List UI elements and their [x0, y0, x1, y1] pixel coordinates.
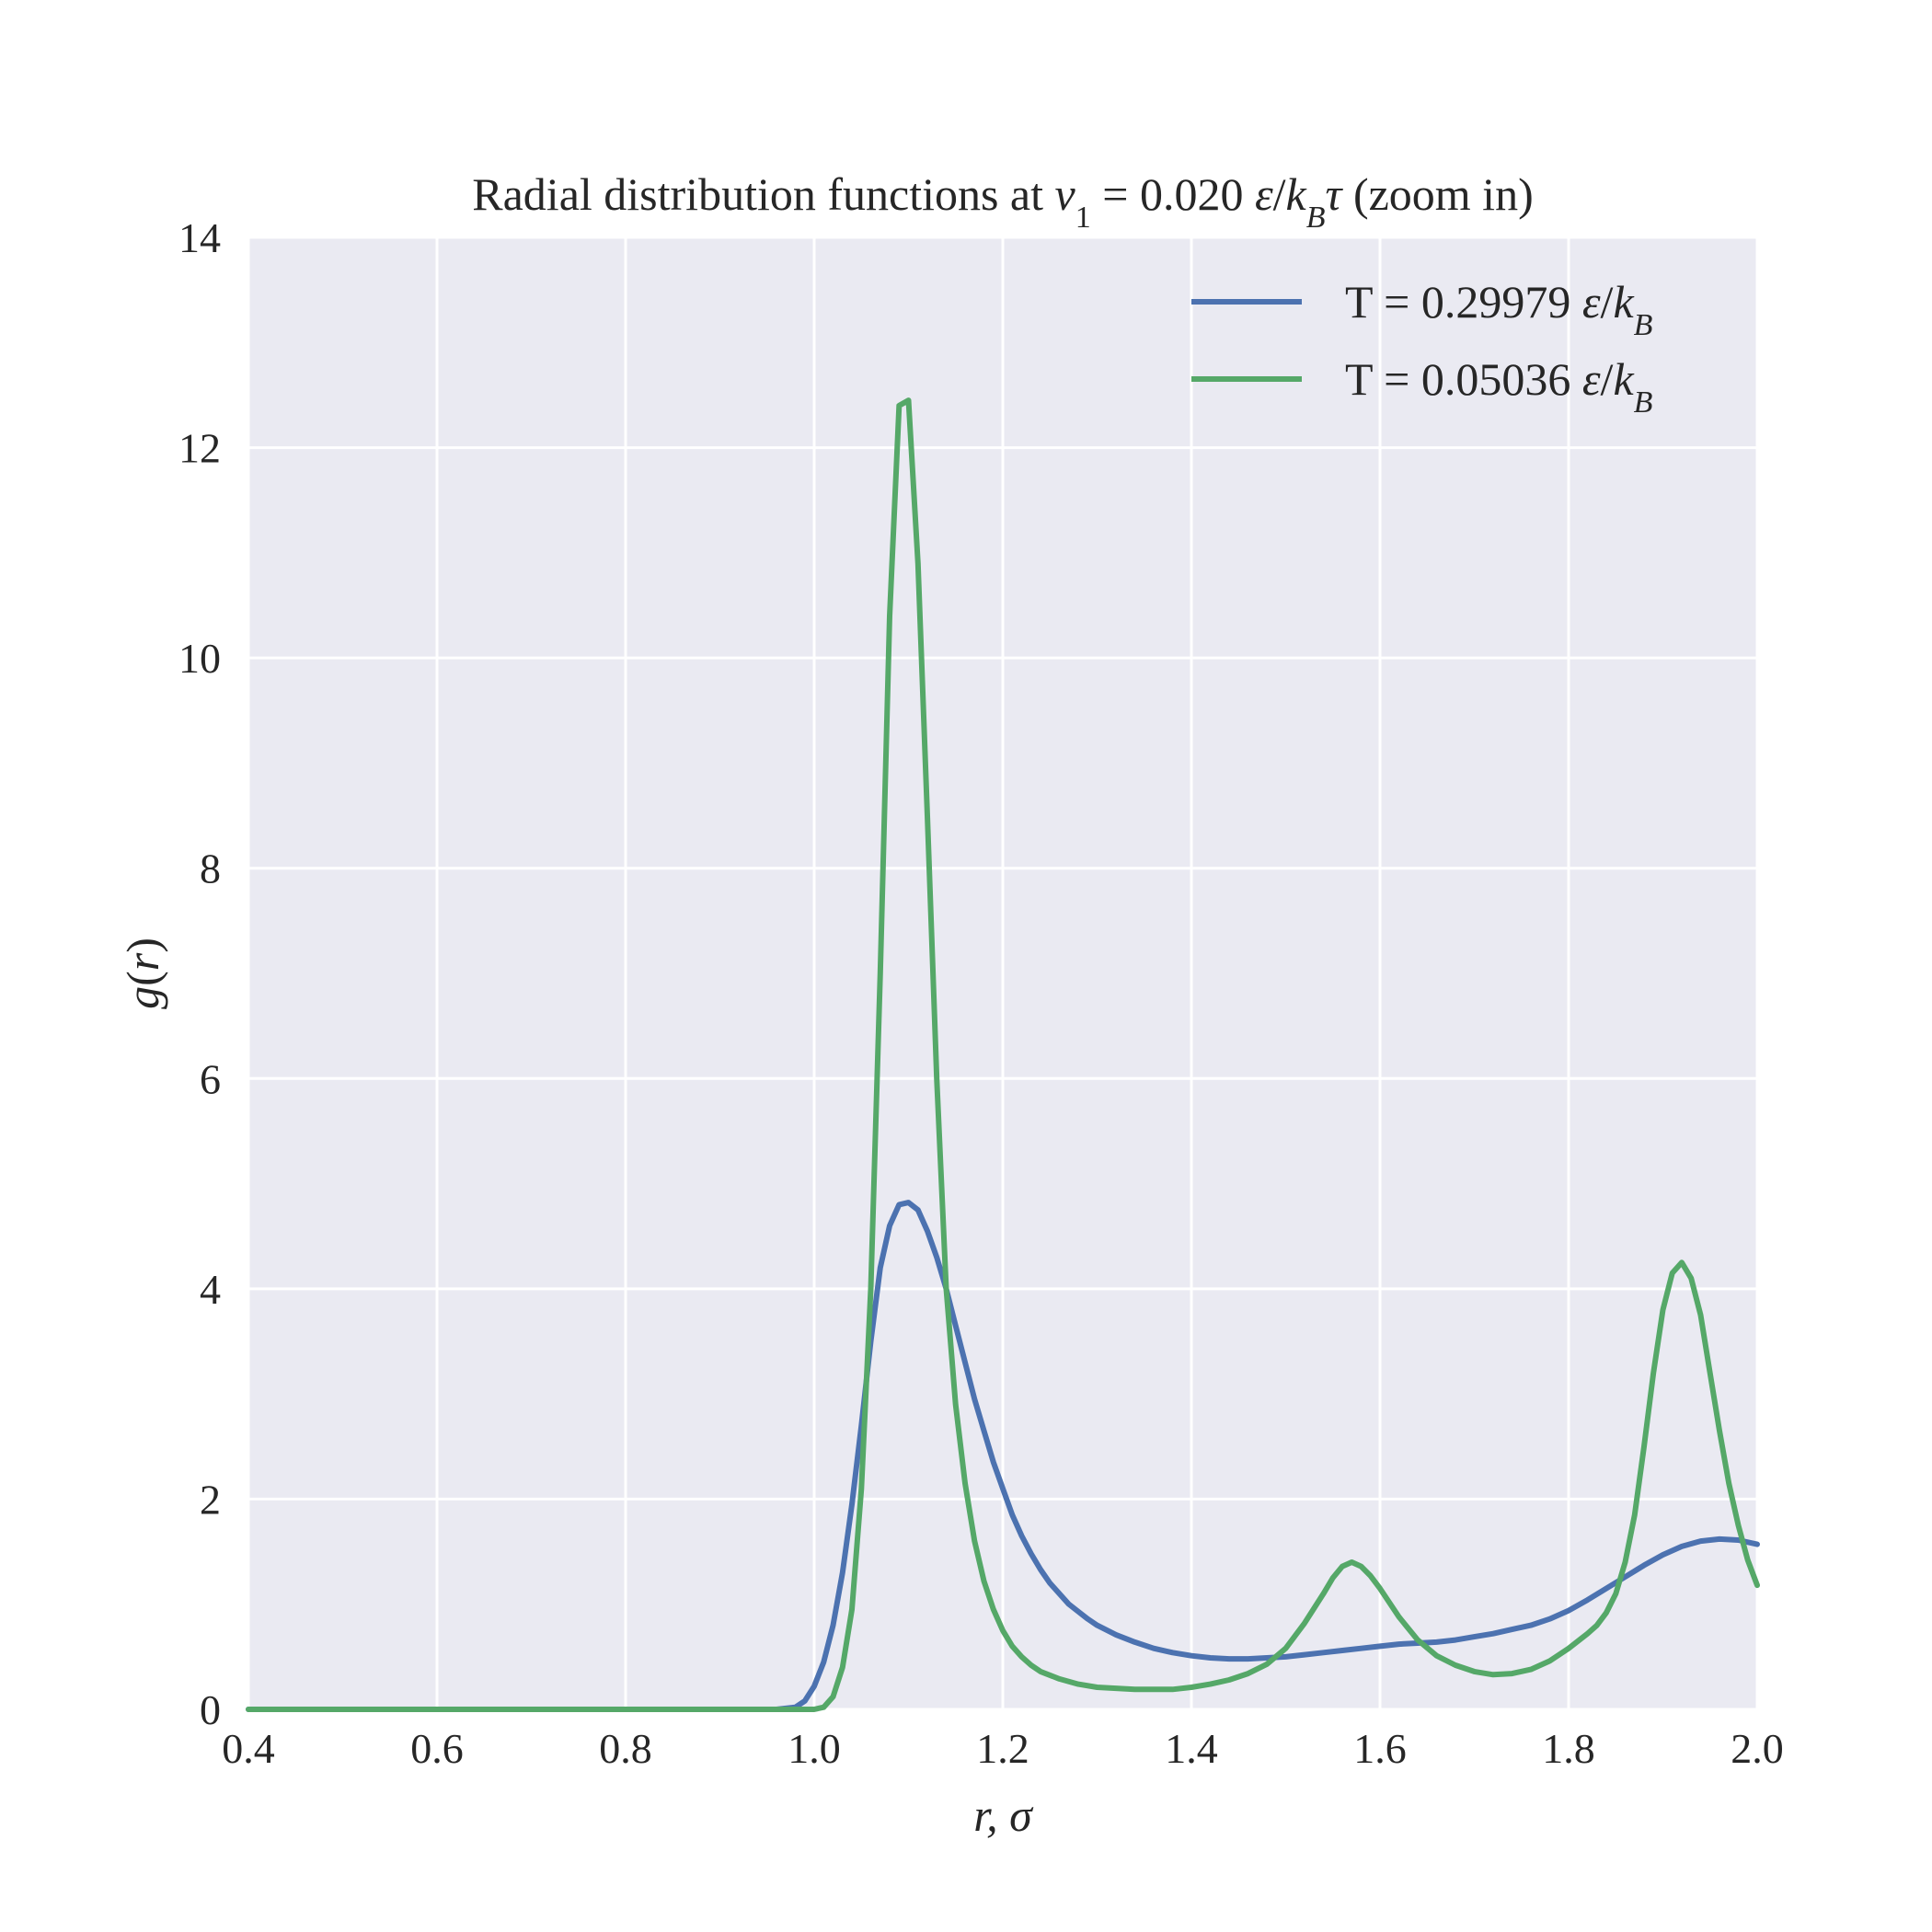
y-tick-label: 0 — [200, 1686, 221, 1733]
y-tick-label: 6 — [200, 1055, 221, 1102]
x-tick-label: 1.4 — [1165, 1725, 1218, 1772]
x-tick-label: 1.8 — [1542, 1725, 1595, 1772]
y-tick-label: 2 — [200, 1476, 221, 1523]
y-tick-label: 4 — [200, 1266, 221, 1313]
y-tick-label: 12 — [178, 425, 221, 472]
y-tick-label: 10 — [178, 635, 221, 682]
chart-title: Radial distribution functions at v1 = 0.… — [472, 168, 1533, 235]
x-tick-label: 1.2 — [976, 1725, 1029, 1772]
legend-label-green: T = 0.05036 ε/kB — [1345, 353, 1653, 420]
x-tick-label: 0.8 — [599, 1725, 652, 1772]
series-lines — [246, 397, 1760, 1712]
series-line-blue — [246, 1200, 1760, 1712]
x-tick-label: 1.0 — [788, 1725, 841, 1772]
y-tick-labels: 0 2 4 6 8 10 12 14 — [178, 214, 221, 1733]
x-axis-label: r, σ — [973, 1789, 1034, 1841]
legend-label-blue: T = 0.29979 ε/kB — [1345, 276, 1653, 342]
y-tick-label: 14 — [178, 214, 221, 261]
y-tick-label: 8 — [200, 845, 221, 892]
x-tick-label: 0.6 — [410, 1725, 464, 1772]
series-line-green — [246, 397, 1760, 1712]
x-tick-labels: 0.4 0.6 0.8 1.0 1.2 1.4 1.6 1.8 2.0 — [222, 1725, 1784, 1772]
y-axis-label: g(r) — [117, 937, 168, 1009]
x-tick-label: 1.6 — [1353, 1725, 1407, 1772]
x-tick-label: 0.4 — [222, 1725, 275, 1772]
x-tick-label: 2.0 — [1731, 1725, 1784, 1772]
grid-lines — [247, 236, 1759, 1711]
legend: T = 0.29979 ε/kB T = 0.05036 ε/kB — [1191, 276, 1653, 420]
